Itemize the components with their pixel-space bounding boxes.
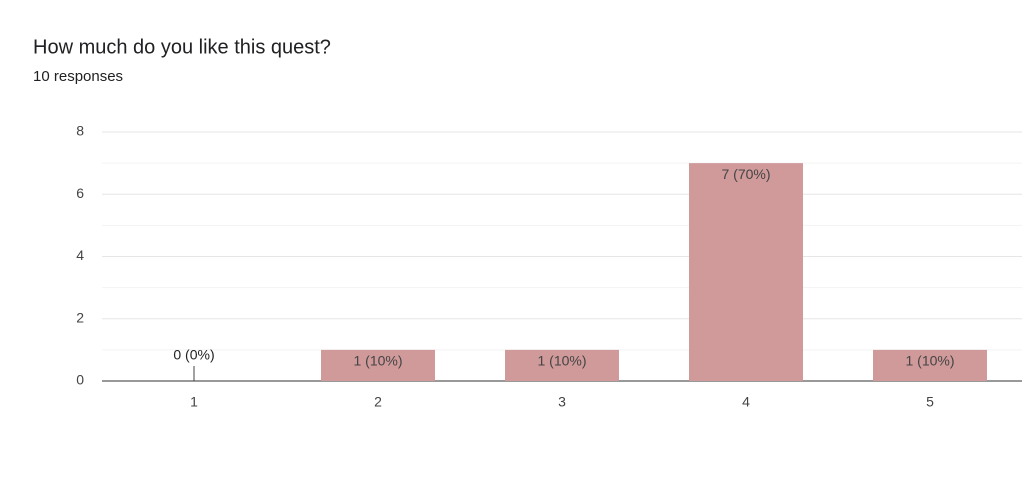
x-tick-label: 4: [742, 394, 750, 410]
chart-subtitle: 10 responses: [33, 68, 123, 85]
y-tick-label: 8: [76, 123, 84, 139]
x-tick-label: 1: [190, 394, 198, 410]
x-tick-label: 3: [558, 394, 566, 410]
bar: [689, 163, 803, 381]
bar: [505, 349, 619, 381]
chart-title: How much do you like this quest?: [33, 36, 331, 58]
x-tick-label: 5: [926, 394, 934, 410]
value-label: 1 (10%): [353, 353, 402, 369]
value-label: 0 (0%): [173, 347, 214, 363]
value-label: 1 (10%): [537, 353, 586, 369]
y-tick-label: 0: [76, 372, 84, 388]
bar: [321, 349, 435, 381]
x-tick-label: 2: [374, 394, 382, 410]
value-label: 1 (10%): [905, 353, 954, 369]
y-tick-label: 4: [76, 247, 84, 263]
y-tick-label: 6: [76, 185, 84, 201]
y-tick-label: 2: [76, 309, 84, 325]
bar: [873, 349, 987, 381]
value-label: 7 (70%): [721, 166, 770, 182]
